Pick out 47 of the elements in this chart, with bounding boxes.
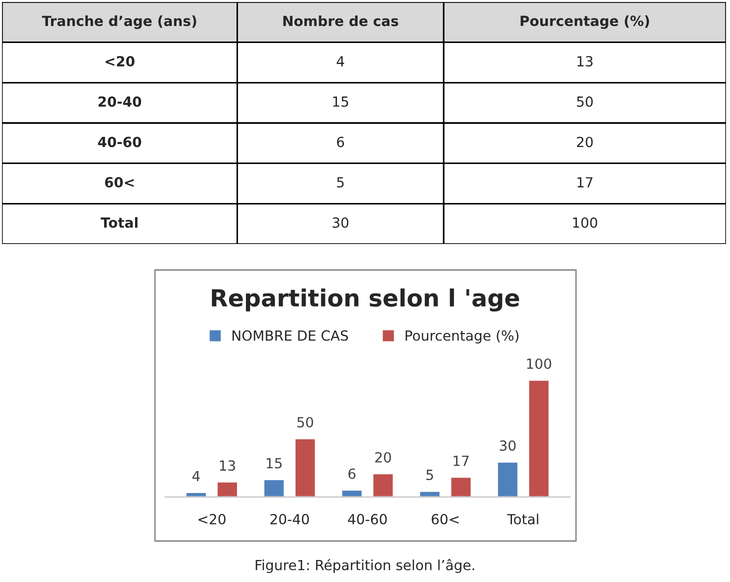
text: 50	[577, 96, 593, 107]
text: 5	[337, 177, 344, 188]
text: 20	[577, 136, 593, 148]
text: 4	[336, 56, 344, 66]
text: 6	[337, 136, 344, 148]
text: 100	[573, 217, 598, 228]
x-tick-label: 20-40	[270, 514, 309, 524]
legend-label: Pourcentage (%)	[406, 330, 518, 344]
data-label: 15	[266, 458, 282, 468]
x-tick-label: 60<	[432, 514, 459, 524]
data-label: 4	[192, 470, 200, 482]
bar	[372, 472, 394, 497]
text: 30	[332, 217, 348, 228]
data-label: 13	[220, 460, 236, 471]
x-tick-label: Total	[507, 514, 538, 524]
bar	[185, 492, 208, 497]
data-label: 100	[527, 358, 552, 369]
text: Total	[100, 217, 138, 228]
text: <20	[106, 56, 134, 67]
bar	[262, 478, 286, 497]
text: 13	[578, 56, 593, 67]
text: Pourcentage (%)	[520, 15, 650, 29]
text: 20-40	[98, 96, 142, 107]
x-tick-label: <20	[198, 514, 226, 524]
data-label: 20	[375, 452, 391, 463]
text: 15	[333, 96, 348, 107]
text: Tranche d’age (ans)	[42, 15, 196, 29]
x-tick-label: 40-60	[348, 514, 387, 524]
bar	[418, 490, 441, 497]
text: Nombre de cas	[283, 15, 398, 26]
text: 17	[578, 177, 592, 188]
bar	[496, 461, 519, 497]
bar	[340, 489, 364, 497]
data-label: 6	[348, 468, 356, 479]
data-label: 5	[426, 470, 434, 480]
bar	[216, 481, 238, 497]
chart-title: Repartition selon l 'age	[212, 288, 520, 312]
data-label: 30	[500, 440, 516, 451]
text: 60<	[105, 177, 134, 188]
bar	[294, 438, 316, 497]
caption: Figure1: Répartition selon l’âge.	[256, 559, 474, 573]
data-label: 17	[454, 456, 469, 466]
data-label: 50	[297, 416, 314, 428]
text: 40-60	[98, 136, 142, 148]
bar	[450, 476, 472, 497]
legend-label: NOMBRE DE CAS	[232, 330, 348, 341]
bar	[528, 380, 550, 497]
